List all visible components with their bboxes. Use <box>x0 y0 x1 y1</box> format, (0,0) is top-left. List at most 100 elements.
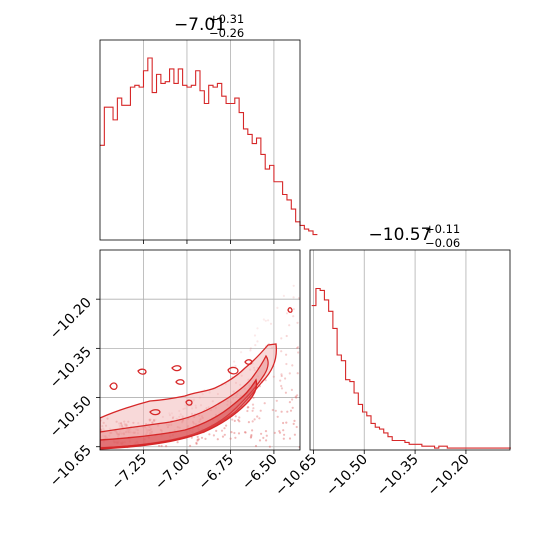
hist-param2-tick-labels: −10.65 −10.50 −10.35 −10.20 <box>272 452 472 500</box>
scatter-point <box>291 406 294 409</box>
hist-param1-title-upper: +0.31 <box>209 12 244 26</box>
scatter-point <box>264 430 268 433</box>
contour-ticks <box>96 298 275 454</box>
contour-island <box>171 365 182 372</box>
scatter-point <box>291 364 294 367</box>
scatter-point <box>216 438 219 441</box>
contour-island <box>175 379 185 385</box>
hist-param2-grid <box>312 250 467 450</box>
scatter-point <box>276 415 279 418</box>
x-tick-label: −10.20 <box>425 452 473 500</box>
scatter-point <box>176 441 179 444</box>
hist-param2-ticks <box>312 450 467 454</box>
scatter-point <box>280 373 283 376</box>
scatter-point <box>290 388 293 391</box>
scatter-point <box>254 444 258 448</box>
scatter-point <box>280 337 283 340</box>
scatter-point <box>264 379 267 382</box>
scatter-point <box>296 372 299 375</box>
scatter-point <box>251 403 255 406</box>
hist-param1-ticks <box>143 240 275 244</box>
scatter-point <box>296 346 299 350</box>
scatter-point <box>282 421 285 425</box>
hist-param2-frame <box>309 249 511 451</box>
scatter-point <box>289 409 293 412</box>
hist-param1-title-lower: −0.26 <box>209 26 244 40</box>
scatter-point <box>195 442 198 445</box>
scatter-point <box>297 351 300 354</box>
scatter-point <box>288 372 291 375</box>
scatter-point <box>244 431 247 434</box>
scatter-point <box>280 410 283 413</box>
scatter-point <box>288 437 292 440</box>
hist-param1-panel: −7.01 +0.31 −0.26 <box>99 12 318 244</box>
scatter-point <box>208 433 211 436</box>
scatter-point <box>288 324 291 327</box>
scatter-point <box>291 398 294 401</box>
scatter-point <box>288 401 291 404</box>
scatter-point <box>230 431 233 434</box>
scatter-point <box>279 379 282 382</box>
scatter-point <box>253 418 256 421</box>
scatter-point <box>256 340 259 343</box>
scatter-point <box>282 429 285 432</box>
scatter-point <box>196 438 199 441</box>
scatter-point <box>283 433 286 436</box>
scatter-point <box>223 433 226 436</box>
scatter-point <box>296 346 300 349</box>
hist-param1-frame <box>99 39 301 241</box>
scatter-point <box>263 402 266 405</box>
contour-frame <box>99 249 301 451</box>
scatter-point <box>233 419 236 422</box>
scatter-point <box>284 391 287 394</box>
hist-param2-title-upper: +0.11 <box>425 222 460 236</box>
scatter-point <box>233 360 236 363</box>
contour-islands <box>109 307 293 416</box>
y-tick-label: −10.50 <box>47 393 95 441</box>
scatter-point <box>204 437 207 440</box>
scatter-point <box>165 445 168 448</box>
scatter-point <box>254 344 257 347</box>
scatter-point <box>264 319 267 322</box>
scatter-point <box>292 308 295 311</box>
scatter-point <box>284 377 287 380</box>
scatter-point <box>278 431 282 434</box>
scatter-point <box>233 431 236 435</box>
scatter-point <box>292 284 295 287</box>
scatter-point <box>271 408 274 412</box>
scatter-point <box>249 349 252 352</box>
scatter-point <box>197 438 200 441</box>
scatter-point <box>265 434 268 437</box>
scatter-point <box>297 297 300 300</box>
scatter-point <box>223 427 226 430</box>
contour-y-tick-labels: −10.65−10.50−10.35−10.20 <box>47 295 95 490</box>
scatter-point <box>251 429 254 432</box>
scatter-point <box>220 429 224 432</box>
scatter-point <box>280 387 284 390</box>
scatter-point <box>294 395 297 398</box>
scatter-point <box>247 421 250 424</box>
scatter-point <box>258 417 261 420</box>
scatter-point <box>196 439 199 442</box>
contour-fill-core <box>100 378 258 449</box>
scatter-point <box>234 364 237 368</box>
scatter-point <box>256 327 259 330</box>
x-tick-label: −10.50 <box>323 452 371 500</box>
hist-param2-title-median: −10.57 <box>369 225 432 245</box>
scatter-point <box>237 432 241 435</box>
scatter-point <box>269 322 273 325</box>
contour-island <box>185 399 193 406</box>
scatter-point <box>280 350 283 353</box>
scatter-point <box>250 434 253 437</box>
scatter-point <box>285 353 288 356</box>
scatter-point <box>293 419 296 422</box>
contour-island <box>287 307 293 313</box>
scatter-point <box>293 433 296 436</box>
x-tick-label: −7.25 <box>109 452 151 494</box>
scatter-point <box>259 409 262 412</box>
scatter-point <box>292 422 295 425</box>
scatter-point <box>234 436 237 439</box>
scatter-point <box>160 444 163 448</box>
scatter-point <box>267 319 270 322</box>
